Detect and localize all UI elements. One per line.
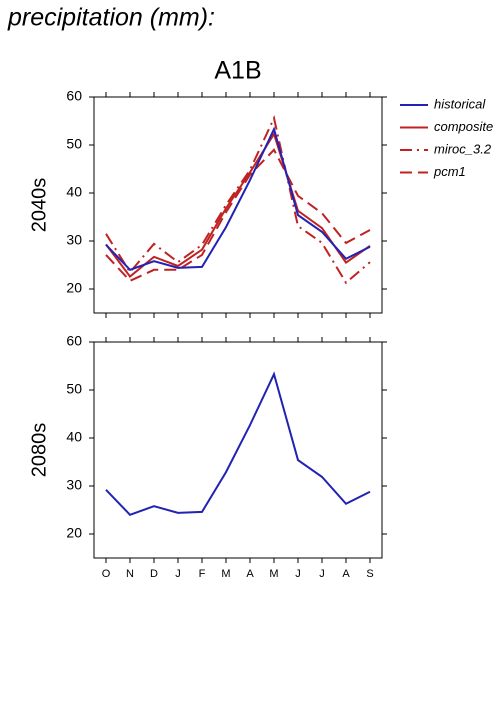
y-tick-label: 50 (66, 136, 82, 152)
y-tick-label: 30 (66, 477, 82, 493)
y-tick-label: 60 (66, 88, 82, 104)
series-line (105, 148, 371, 283)
legend-label: miroc_3.2 (434, 141, 492, 156)
page-title: precipitation (mm): (7, 4, 215, 32)
x-tick-label: J (295, 568, 301, 580)
legend-label: historical (434, 96, 486, 111)
series-line (105, 115, 371, 285)
y-tick-label: 50 (66, 381, 82, 397)
series-line (105, 371, 371, 516)
x-tick-label: O (102, 568, 111, 580)
y-tick-label: 40 (66, 184, 82, 200)
y-tick-label: 40 (66, 429, 82, 445)
plot-frame (93, 96, 383, 314)
x-tick-label: D (150, 568, 158, 580)
y-tick-label: 20 (66, 525, 82, 541)
plot-frame (93, 341, 383, 559)
x-tick-label: A (246, 568, 254, 580)
x-tick-label: A (342, 568, 350, 580)
x-tick-label: M (221, 568, 230, 580)
x-tick-label: F (199, 568, 206, 580)
series-line (105, 131, 371, 278)
x-tick-label: J (175, 568, 181, 580)
chart-title: A1B (214, 57, 261, 85)
x-tick-label: J (319, 568, 325, 580)
y-axis-label: 2080s (28, 423, 50, 478)
y-tick-label: 60 (66, 333, 82, 349)
legend-label: composite (434, 119, 493, 134)
y-axis-label: 2040s (28, 178, 50, 233)
series-line (105, 126, 371, 271)
x-tick-label: N (126, 568, 134, 580)
x-tick-label: M (269, 568, 278, 580)
y-tick-label: 30 (66, 232, 82, 248)
x-tick-label: S (366, 568, 373, 580)
legend-label: pcm1 (433, 164, 466, 179)
y-tick-label: 20 (66, 280, 82, 296)
